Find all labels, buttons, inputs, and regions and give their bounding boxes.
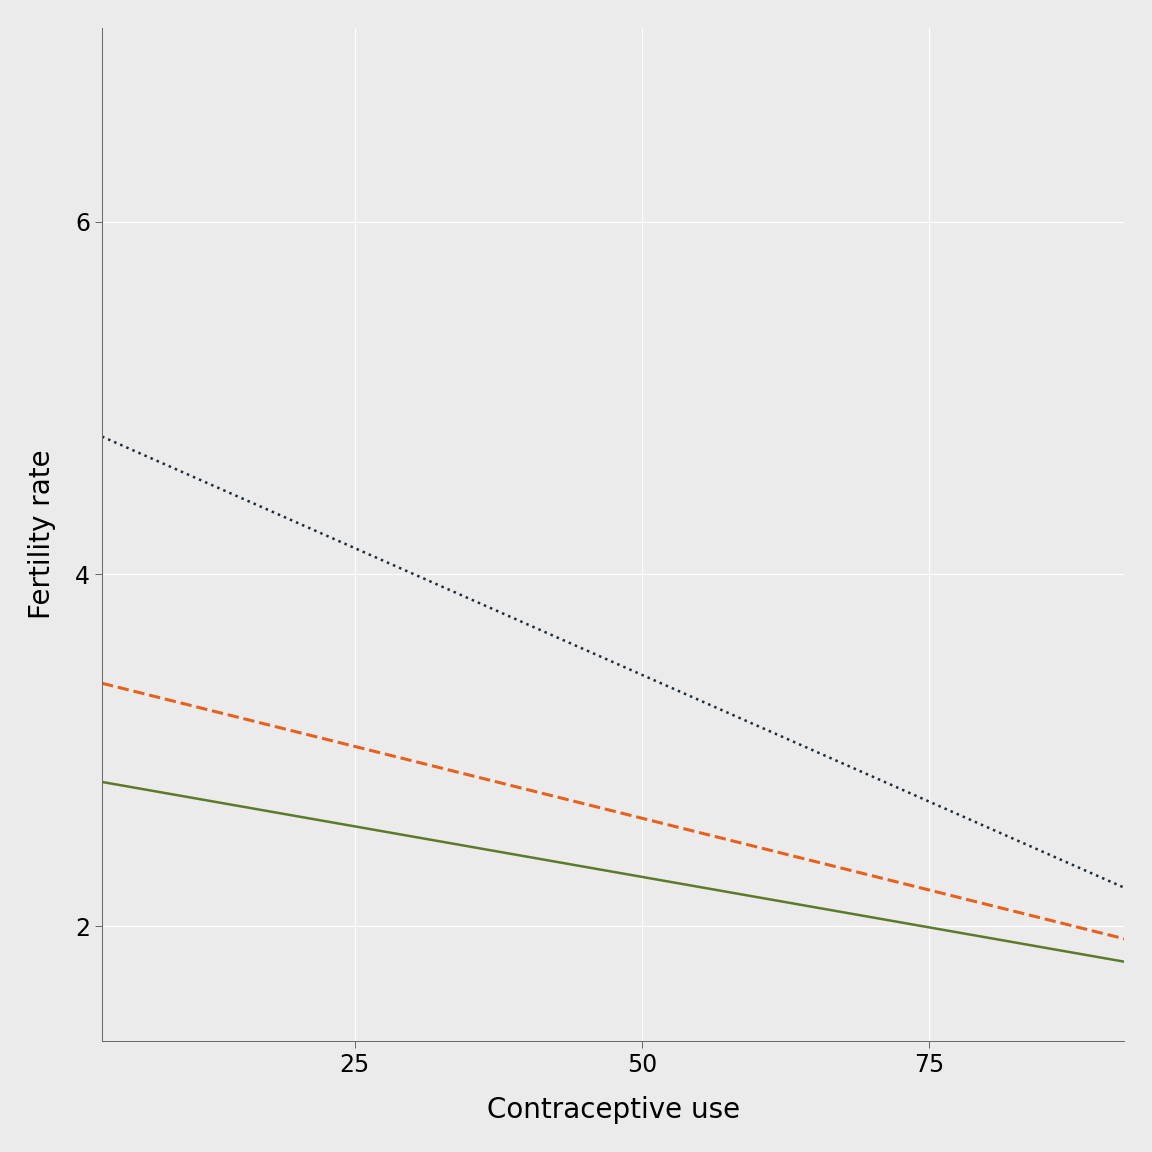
Y-axis label: Fertility rate: Fertility rate: [28, 449, 55, 619]
X-axis label: Contraceptive use: Contraceptive use: [486, 1097, 740, 1124]
